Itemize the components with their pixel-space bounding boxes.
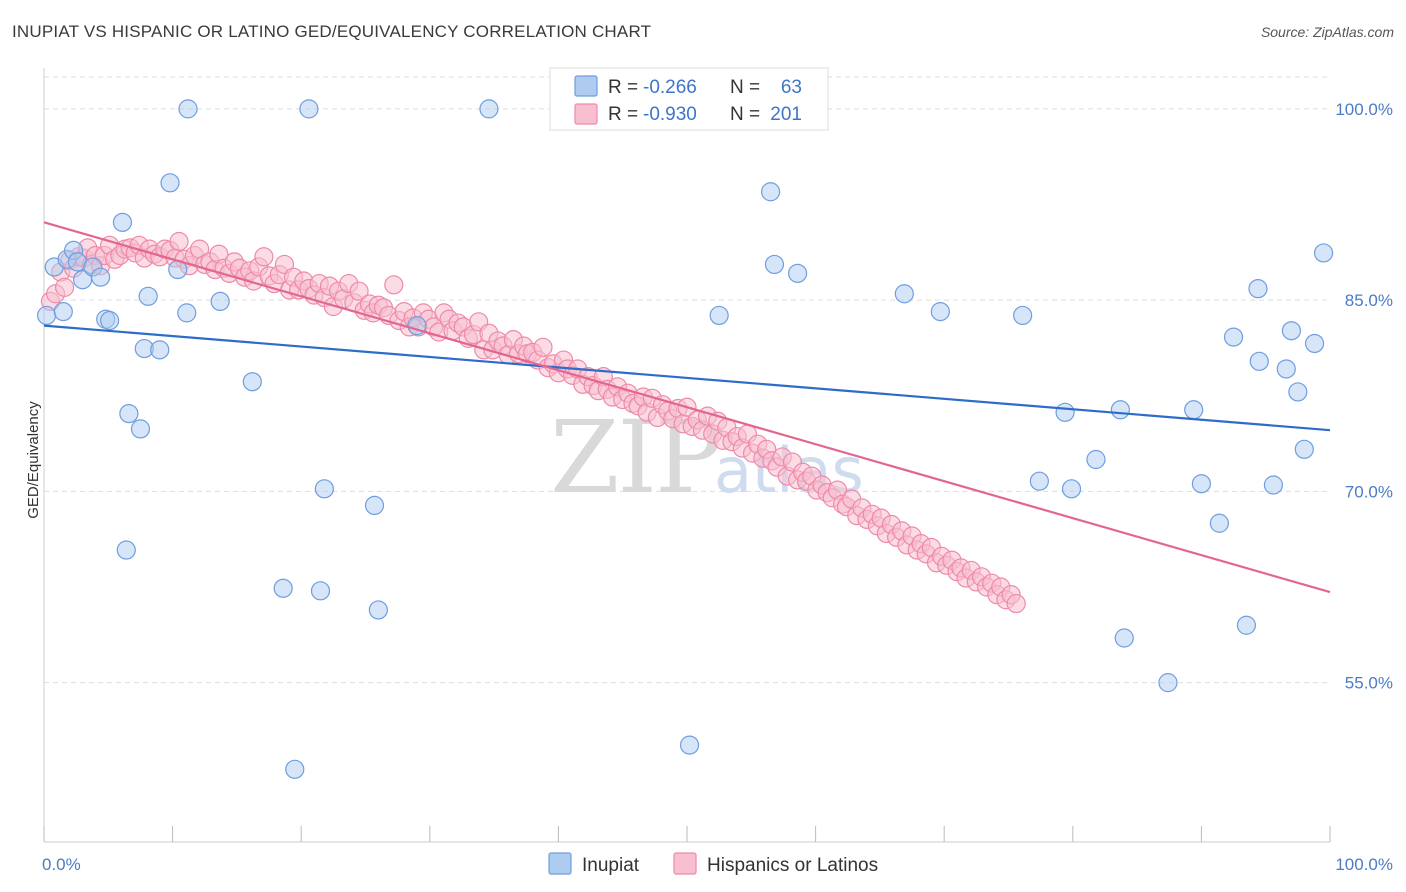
legend-r-label-inupiat: R = — [608, 77, 638, 98]
inupiat-point — [894, 284, 914, 304]
inupiat-point — [1281, 321, 1302, 341]
inupiat-point — [1248, 279, 1268, 299]
inupiat-point — [1294, 439, 1314, 459]
legend-r-value-inupiat: -0.266 — [643, 77, 697, 98]
inupiat-point — [299, 99, 319, 119]
legend-n-value-hispanic: 201 — [770, 104, 802, 125]
inupiat-point — [1086, 449, 1106, 470]
inupiat-point — [177, 303, 197, 323]
inupiat-point — [53, 302, 73, 322]
x-tick-label: 0.0% — [42, 855, 81, 874]
hispanic-point — [1006, 593, 1026, 614]
inupiat-point — [116, 540, 136, 560]
hispanic-trend-line — [43, 221, 1331, 594]
inupiat-point — [764, 254, 785, 275]
legend-n-label-inupiat: N = — [730, 77, 760, 98]
bottom-legend-label-hispanic: Hispanics or Latinos — [707, 855, 878, 876]
legend-r-label-hispanic: R = — [608, 104, 638, 125]
bottom-legend-swatch-hispanic — [673, 852, 697, 875]
inupiat-point — [178, 99, 198, 119]
inupiat-point — [1276, 359, 1296, 379]
inupiat-point — [1158, 673, 1178, 693]
inupiat-point — [36, 305, 57, 326]
inupiat-point — [90, 267, 111, 287]
legend-n-value-inupiat: 63 — [781, 77, 802, 98]
inupiat-point — [242, 372, 262, 392]
grid-lines — [44, 76, 1330, 684]
inupiat-point — [99, 310, 120, 331]
inupiat-point — [130, 419, 151, 439]
chart-source: Source: ZipAtlas.com — [1260, 24, 1394, 40]
inupiat-point — [787, 263, 808, 283]
inupiat-series — [36, 99, 1334, 779]
inupiat-point — [138, 286, 158, 306]
hispanic-point — [349, 281, 369, 301]
y-tick-label: 100.0% — [1335, 100, 1393, 119]
inupiat-point — [1313, 243, 1334, 263]
inupiat-point — [314, 479, 334, 499]
inupiat-point — [1209, 513, 1230, 533]
legend-swatch-hispanic — [574, 103, 598, 125]
inupiat-point — [1110, 400, 1130, 420]
inupiat-point — [930, 302, 950, 322]
inupiat-point — [1288, 382, 1308, 402]
x-tick-label: 100.0% — [1335, 855, 1393, 874]
x-tick-labels: 0.0% 100.0% — [42, 855, 1393, 874]
inupiat-point — [1304, 333, 1325, 354]
chart-title: INUPIAT VS HISPANIC OR LATINO GED/EQUIVA… — [12, 22, 652, 41]
inupiat-point — [679, 735, 700, 755]
inupiat-point — [1249, 351, 1269, 371]
inupiat-point — [1055, 402, 1075, 422]
inupiat-point — [364, 495, 385, 515]
inupiat-point — [210, 291, 230, 311]
inupiat-point — [1184, 400, 1204, 420]
inupiat-point — [310, 581, 331, 601]
y-tick-label: 85.0% — [1345, 291, 1393, 310]
hispanic-point — [254, 247, 274, 267]
inupiat-point — [368, 600, 388, 620]
y-axis-title: GED/Equivalency — [25, 401, 42, 519]
hispanic-point — [384, 275, 404, 295]
inupiat-point — [479, 99, 499, 119]
inupiat-point — [1061, 479, 1082, 499]
inupiat-point — [285, 759, 305, 779]
y-tick-labels: 55.0% 70.0% 85.0% 100.0% — [1335, 100, 1393, 693]
legend: R = -0.266 N = 63 R = -0.930 N = 201 — [549, 67, 829, 131]
inupiat-trend-line — [43, 324, 1331, 432]
bottom-legend: Inupiat Hispanics or Latinos — [548, 852, 878, 876]
inupiat-point — [1191, 474, 1212, 494]
inupiat-point — [1263, 475, 1284, 495]
inupiat-point — [273, 578, 293, 598]
inupiat-point — [709, 305, 729, 326]
bottom-legend-label-inupiat: Inupiat — [582, 855, 640, 876]
legend-r-value-hispanic: -0.930 — [643, 104, 697, 125]
inupiat-point — [119, 404, 139, 424]
y-tick-label: 55.0% — [1345, 674, 1393, 693]
axes — [43, 68, 1331, 843]
hispanic-point — [169, 231, 189, 252]
hispanic-point — [54, 277, 75, 297]
inupiat-point — [760, 182, 781, 202]
inupiat-point — [150, 340, 170, 360]
bottom-legend-swatch-inupiat — [548, 852, 572, 875]
hispanic-series — [40, 231, 1026, 614]
y-tick-label: 70.0% — [1345, 482, 1393, 501]
inupiat-point — [1114, 628, 1134, 648]
inupiat-point — [112, 212, 133, 232]
hispanic-point — [533, 337, 553, 357]
trend-lines — [43, 221, 1331, 594]
legend-swatch-inupiat — [574, 75, 598, 97]
legend-n-label-hispanic: N = — [730, 104, 760, 125]
inupiat-point — [1236, 615, 1257, 635]
inupiat-point — [160, 173, 180, 193]
inupiat-point — [1223, 327, 1244, 347]
inupiat-point — [1029, 471, 1049, 491]
inupiat-point — [1013, 305, 1033, 326]
